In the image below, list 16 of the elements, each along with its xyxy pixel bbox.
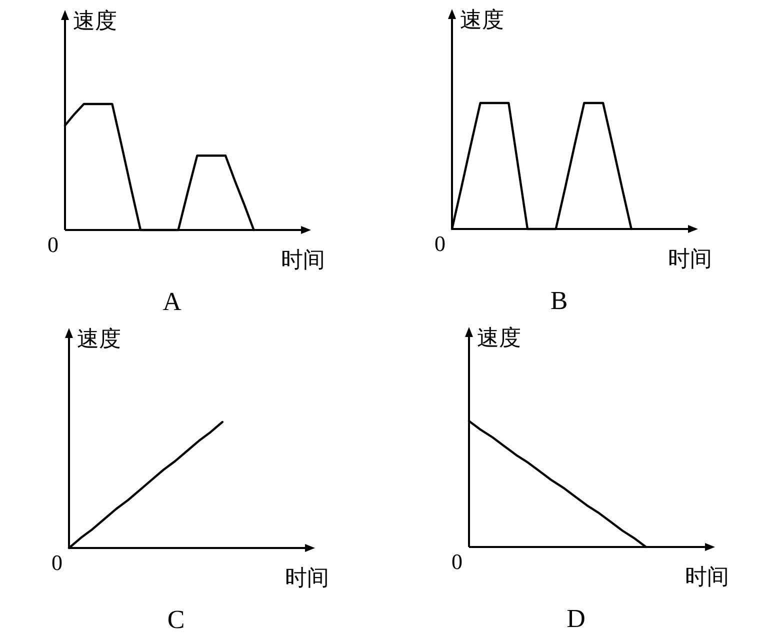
xlabel: 时间 <box>685 564 729 589</box>
xlabel: 时间 <box>285 565 329 590</box>
title: A <box>162 287 182 316</box>
ylabel: 速度 <box>460 7 504 32</box>
annotation: 0 <box>52 550 62 575</box>
ylabel: 速度 <box>73 8 117 33</box>
title: B <box>550 286 568 315</box>
xlabel: 时间 <box>668 246 712 271</box>
ylabel: 速度 <box>77 326 121 351</box>
annotation: 0 <box>452 549 462 574</box>
annotation: 0 <box>434 231 446 256</box>
title: C <box>167 605 185 634</box>
xlabel: 时间 <box>281 247 325 272</box>
annotation: 0 <box>48 232 58 257</box>
ylabel: 速度 <box>477 325 521 350</box>
title: D <box>566 604 586 633</box>
